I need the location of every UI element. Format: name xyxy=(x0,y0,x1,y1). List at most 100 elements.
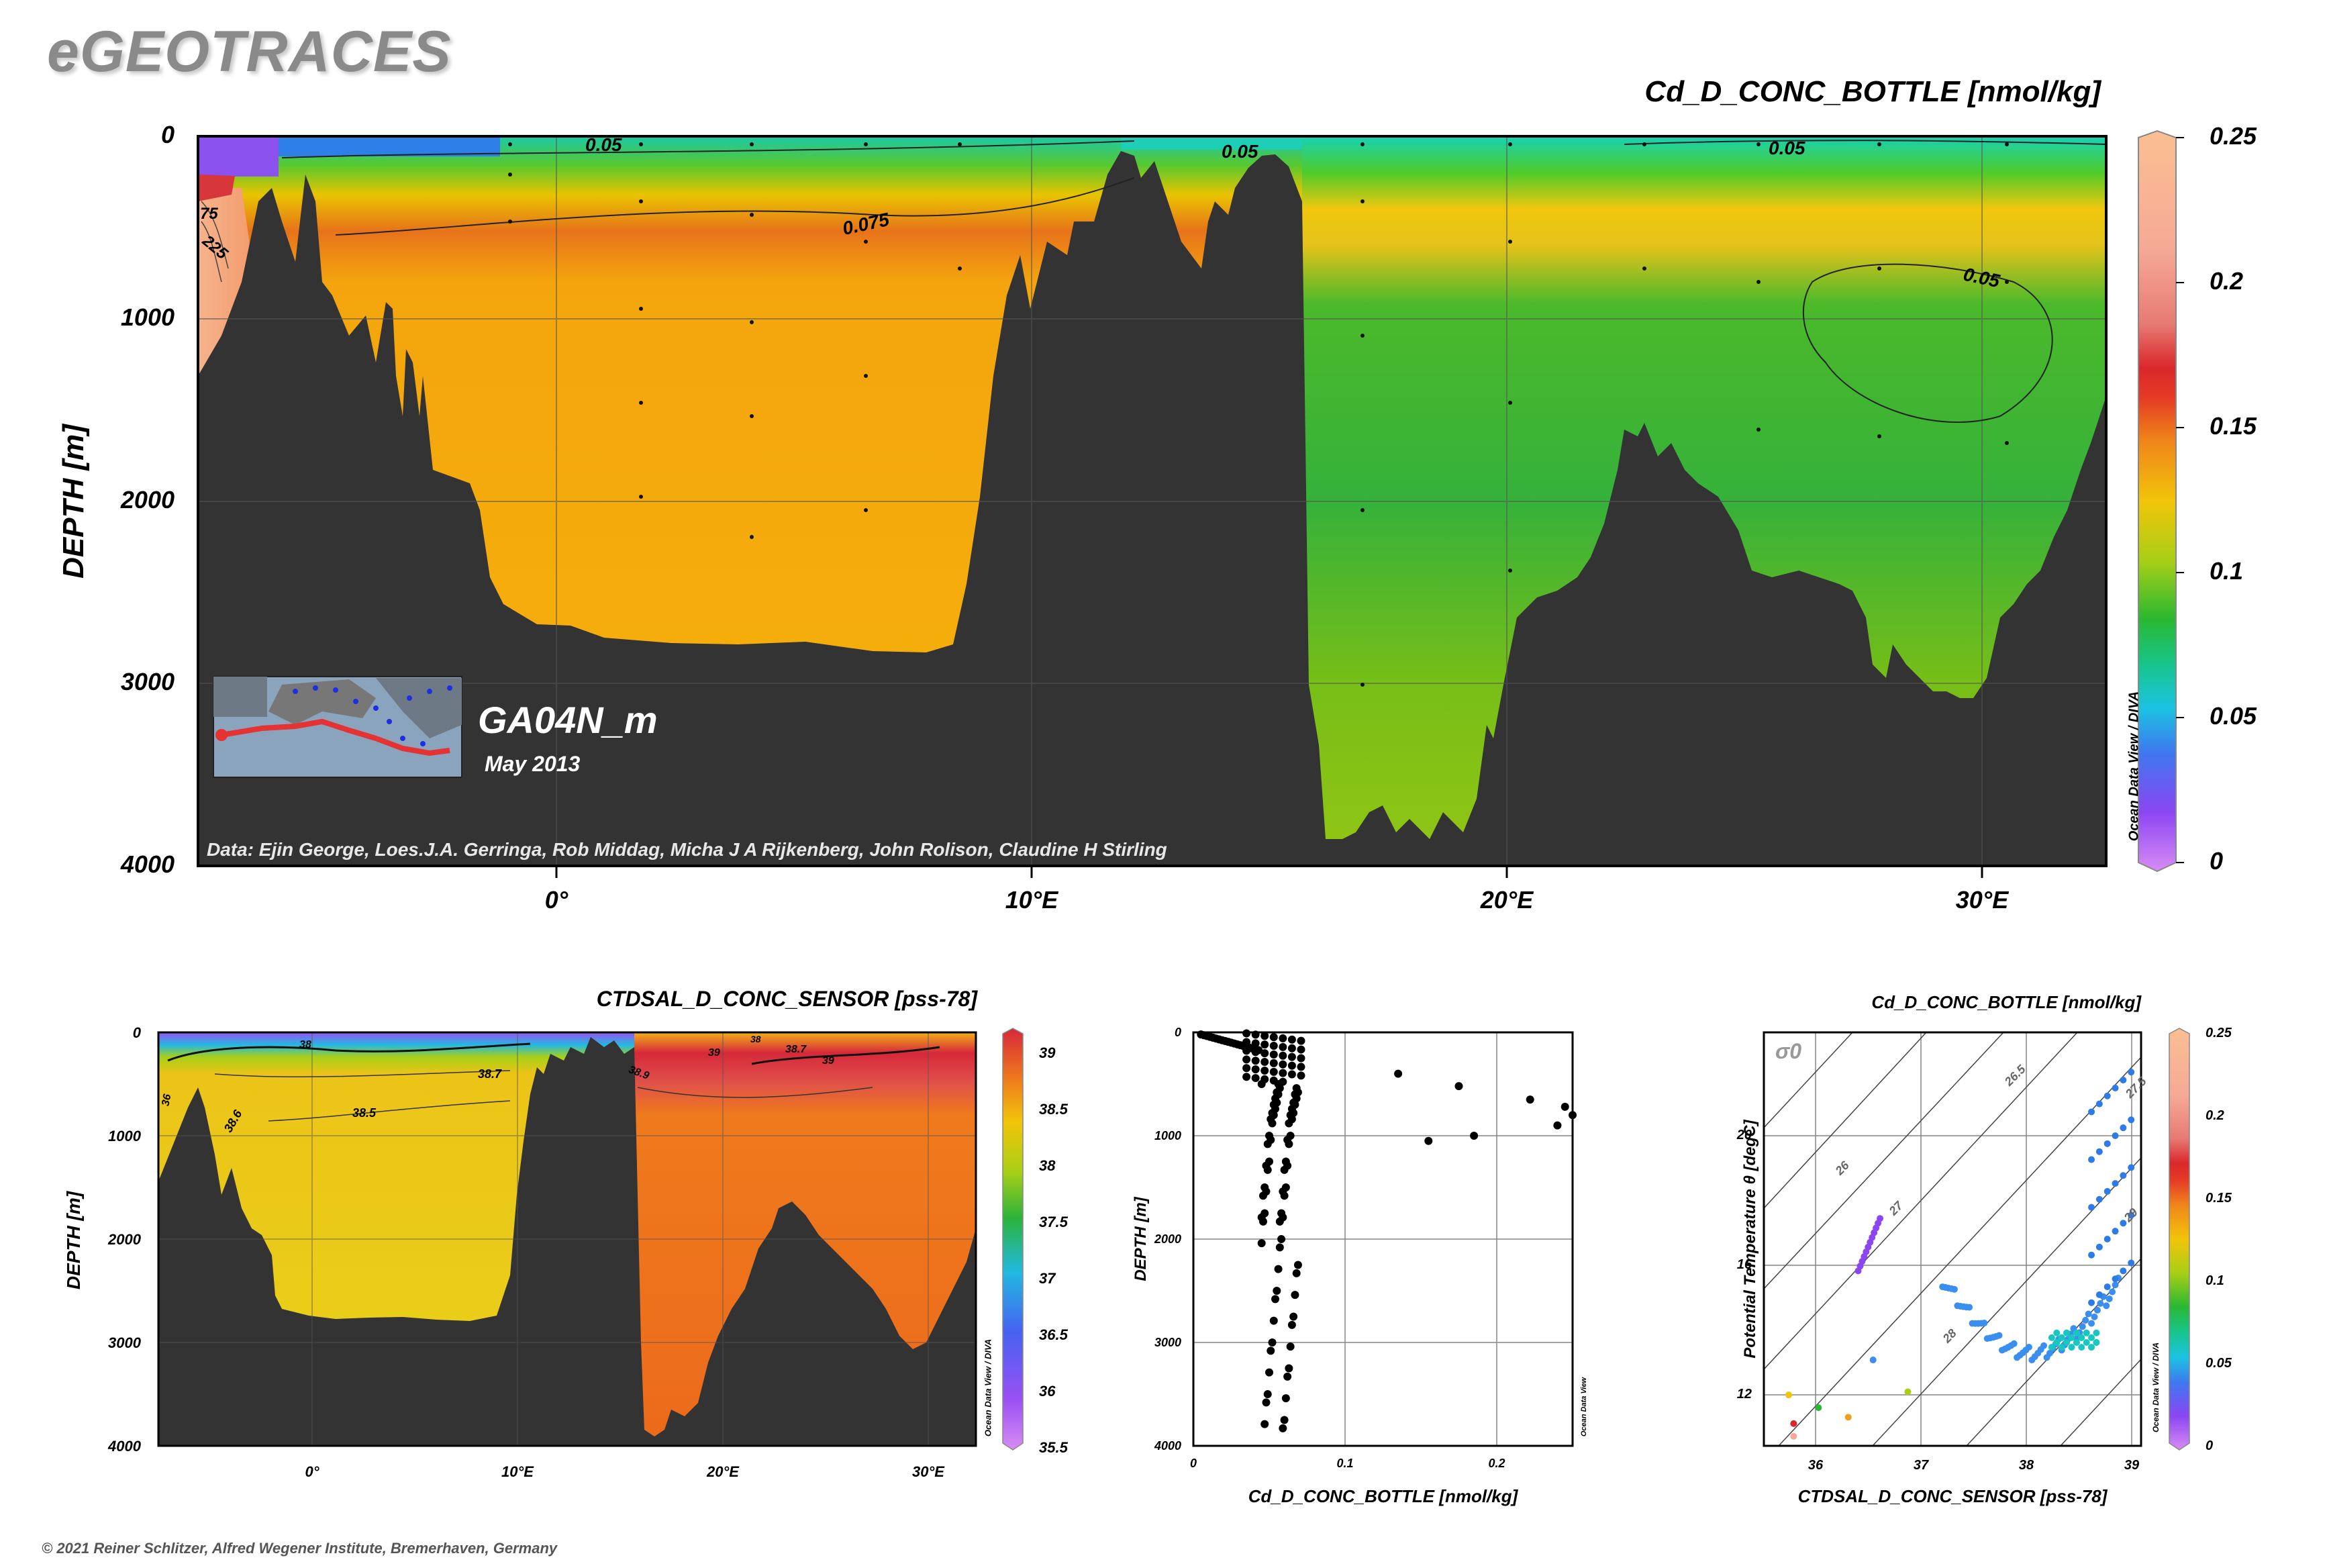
colorbar-tick: 0.25 xyxy=(2206,1026,2232,1040)
scatter-point xyxy=(1285,1119,1293,1128)
scatter-point xyxy=(1877,1215,1884,1222)
contour-label: 0.05 xyxy=(1222,141,1258,162)
y-tick-label: 1000 xyxy=(1154,1129,1181,1142)
contour-label: 36 xyxy=(160,1093,174,1108)
contour-label: 39 xyxy=(822,1055,834,1067)
scatter-point xyxy=(2063,1329,2071,1336)
scatter-point xyxy=(1289,1312,1298,1321)
scatter-point xyxy=(2088,1108,2095,1116)
scatter-point xyxy=(2120,1267,2127,1275)
y-tick-label: 20 xyxy=(1736,1128,1752,1142)
scatter-point xyxy=(2103,1283,2111,1291)
scatter-point xyxy=(1277,1209,1286,1218)
scatter-point xyxy=(2093,1339,2100,1346)
scatter-point xyxy=(1279,1069,1287,1077)
scatter-point xyxy=(2068,1334,2075,1341)
scatter-point xyxy=(1260,1040,1269,1049)
colorbar-tick: 39 xyxy=(1039,1044,1056,1061)
scatter-point xyxy=(2128,1164,2135,1171)
scatter-point xyxy=(1242,1064,1251,1073)
scatter-point xyxy=(1297,1071,1305,1080)
scatter-point xyxy=(2112,1132,2119,1139)
scatter-point xyxy=(2048,1334,2055,1341)
y-tick-label: 2000 xyxy=(1154,1232,1181,1246)
scatter-point xyxy=(2025,1343,2032,1351)
y-tick-label: 0 xyxy=(132,1024,141,1041)
scatter-point xyxy=(2103,1187,2111,1195)
scatter-point xyxy=(2088,1299,2095,1306)
scatter-point xyxy=(1844,1414,1852,1421)
scatter-point xyxy=(1869,1357,1877,1364)
y-tick-label: 4000 xyxy=(1154,1439,1181,1453)
scatter-point xyxy=(2088,1320,2095,1327)
x-tick-label: 10°E xyxy=(1005,886,1058,914)
scatter-point xyxy=(2088,1334,2095,1341)
x-tick-label: 20°E xyxy=(707,1463,739,1480)
x-tick-label: 39 xyxy=(2124,1458,2140,1473)
scatter-point xyxy=(1269,1316,1278,1325)
salinity-y-label: DEPTH [m] xyxy=(63,1191,84,1290)
colorbar-tick: 0.15 xyxy=(2210,412,2257,440)
scatter-point xyxy=(1454,1082,1463,1091)
scatter-point xyxy=(2112,1281,2119,1289)
scatter-point xyxy=(2088,1344,2095,1351)
scatter-point xyxy=(2073,1339,2080,1346)
scatter-point xyxy=(1242,1029,1251,1038)
scatter-point xyxy=(2053,1339,2061,1346)
depth-scatter-points xyxy=(1197,1029,1577,1432)
scatter-point xyxy=(1280,1165,1289,1174)
y-tick-label: 4000 xyxy=(120,850,175,878)
scatter-point xyxy=(1291,1291,1299,1300)
colorbar-tick: 37 xyxy=(1039,1270,1056,1287)
scatter-point xyxy=(2120,1077,2127,1084)
scatter-point xyxy=(1280,1416,1289,1424)
data-credits: Data: Ejin George, Loes.J.A. Gerringa, R… xyxy=(207,839,1167,860)
scatter-point xyxy=(2103,1236,2111,1242)
scatter-point xyxy=(1260,1420,1269,1428)
scatter-point xyxy=(1950,1285,1958,1293)
colorbar-tick: 0.05 xyxy=(2210,702,2257,730)
ts-x-label: CTDSAL_D_CONC_SENSOR [pss-78] xyxy=(1797,1486,2108,1506)
scatter-point xyxy=(1424,1136,1433,1145)
scatter-point xyxy=(1286,1111,1295,1120)
scatter-point xyxy=(1269,1067,1278,1076)
scatter-point xyxy=(1251,1039,1260,1048)
scatter-point xyxy=(1251,1030,1260,1039)
sigma-symbol: σ0 xyxy=(1775,1039,1802,1063)
scatter-point xyxy=(1287,1061,1296,1070)
scatter-point xyxy=(2088,1156,2095,1163)
scatter-point xyxy=(1271,1094,1280,1103)
scatter-point xyxy=(2103,1092,2111,1099)
scatter-point xyxy=(1271,1295,1280,1304)
scatter-point xyxy=(1269,1050,1278,1059)
y-axis-label: DEPTH [m] xyxy=(57,424,90,579)
scatter-point xyxy=(2112,1084,2119,1091)
scatter-point xyxy=(2109,1288,2116,1295)
scatter-point xyxy=(2058,1344,2065,1351)
scatter-point xyxy=(1815,1404,1822,1412)
colorbar-tick: 0.2 xyxy=(2210,267,2244,295)
scatter-point xyxy=(2120,1172,2127,1179)
colorbar-tick: 0.2 xyxy=(2206,1108,2224,1123)
contour-label: 38 xyxy=(750,1034,761,1044)
scatter-point xyxy=(2063,1339,2071,1346)
y-tick-label: 3000 xyxy=(120,668,175,695)
scatter-point xyxy=(1260,1032,1269,1040)
scatter-point xyxy=(1526,1095,1534,1104)
y-tick-label: 3000 xyxy=(108,1334,141,1351)
scatter-point xyxy=(1904,1388,1912,1395)
scatter-point xyxy=(2048,1344,2055,1351)
scatter-point xyxy=(1283,1372,1292,1381)
colorbar-tick: 0.25 xyxy=(2210,122,2257,150)
contour-label: 38 xyxy=(299,1039,311,1050)
scatter-point xyxy=(1268,1338,1277,1346)
y-tick-label: 0 xyxy=(1174,1026,1181,1039)
scatter-point xyxy=(1297,1063,1305,1071)
scatter-point xyxy=(2093,1306,2101,1314)
contour-label: 75 xyxy=(200,205,218,223)
scatter-point xyxy=(1269,1100,1278,1109)
scatter-point xyxy=(1297,1045,1305,1054)
y-tick-label: 2000 xyxy=(120,486,175,513)
scatter-point xyxy=(1279,1051,1287,1060)
